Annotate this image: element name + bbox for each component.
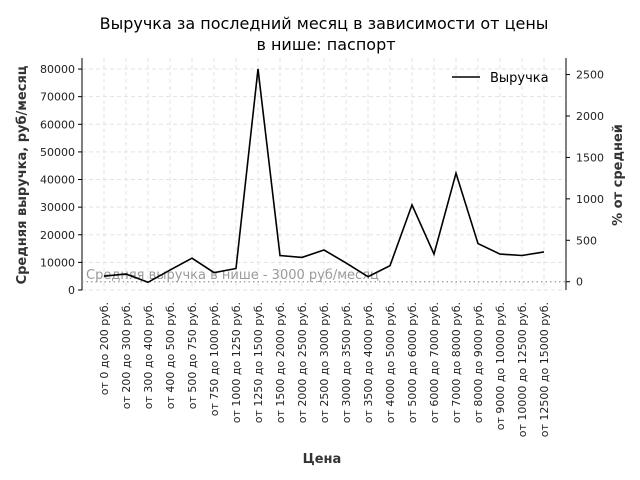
left-y-ticks: 0 10000 20000 30000 40000 50000 60000 70000 8000…	[40, 63, 82, 297]
x-tick-label: от 0 до 200 руб.	[98, 302, 111, 395]
x-tick-label: от 10000 до 12500 руб.	[516, 302, 529, 437]
left-y-axis-label: Средняя выручка, руб/месяц	[15, 65, 30, 284]
x-tick-label: от 3000 до 3500 руб.	[340, 302, 353, 423]
right-tick-label: 1000	[576, 193, 604, 206]
x-tick-label: от 2500 до 3000 руб.	[318, 302, 331, 423]
x-tick-label: от 4000 до 5000 руб.	[384, 302, 397, 423]
x-tick-label: от 1000 до 1250 руб.	[230, 302, 243, 423]
left-tick-label: 70000	[40, 91, 75, 104]
right-y-ticks: 0 500 1000 1500 2000 2500	[566, 69, 604, 289]
x-tick-label: от 7000 до 8000 руб.	[450, 302, 463, 423]
x-tick-label: от 400 до 500 руб.	[164, 302, 177, 409]
x-axis-label: Цена	[303, 452, 342, 467]
x-tick-label: от 300 до 400 руб.	[142, 302, 155, 409]
x-tick-label: от 1500 до 2000 руб.	[274, 302, 287, 423]
x-tick-label: от 500 до 750 руб.	[186, 302, 199, 409]
x-tick-label: от 6000 до 7000 руб.	[428, 302, 441, 423]
chart-title-line-1: Выручка за последний месяц в зависимости…	[100, 14, 549, 33]
right-tick-label: 2000	[576, 110, 604, 123]
legend: Выручка	[452, 71, 549, 86]
right-tick-label: 0	[576, 276, 583, 289]
left-tick-label: 40000	[40, 174, 75, 187]
left-tick-label: 50000	[40, 146, 75, 159]
average-reference-label: Средняя выручка в нише - 3000 руб/месяц	[86, 268, 379, 283]
x-tick-label: от 750 до 1000 руб.	[208, 302, 221, 416]
x-tick-label: от 5000 до 6000 руб.	[406, 302, 419, 423]
left-tick-label: 10000	[40, 256, 75, 269]
right-y-axis-label: % от средней	[611, 124, 626, 226]
x-tick-label: от 12500 до 15000 руб.	[538, 302, 551, 437]
series-line-revenue	[103, 68, 545, 284]
grid	[82, 58, 566, 291]
x-tick-label: от 1250 до 1500 руб.	[252, 302, 265, 423]
left-tick-label: 80000	[40, 63, 75, 76]
x-tick-label: от 9000 до 10000 руб.	[494, 302, 507, 430]
left-tick-label: 0	[68, 284, 75, 297]
legend-label: Выручка	[490, 71, 549, 86]
x-tick-label: от 2000 до 2500 руб.	[296, 302, 309, 423]
x-ticks: от 0 до 200 руб. от 200 до 300 руб. от 300…	[98, 302, 551, 437]
x-tick-label: от 8000 до 9000 руб.	[472, 302, 485, 423]
right-tick-label: 500	[576, 234, 597, 247]
chart-title-line-2: в нише: паспорт	[256, 35, 395, 54]
x-tick-label: от 3500 до 4000 руб.	[362, 302, 375, 423]
right-tick-label: 1500	[576, 151, 604, 164]
x-tick-label: от 200 до 300 руб.	[120, 302, 133, 409]
right-tick-label: 2500	[576, 69, 604, 82]
left-tick-label: 60000	[40, 118, 75, 131]
left-tick-label: 30000	[40, 201, 75, 214]
left-tick-label: 20000	[40, 229, 75, 242]
